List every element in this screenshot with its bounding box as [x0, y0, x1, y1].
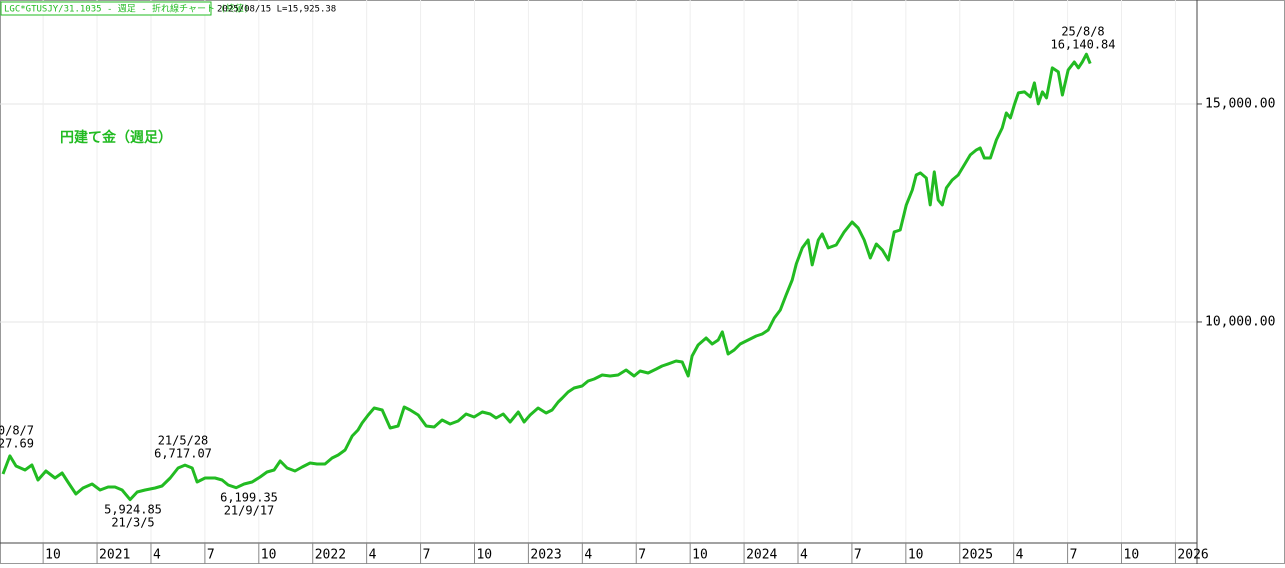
- status: 2025/08/15 L=15,925.38: [217, 5, 336, 15]
- x-tick-label: 7: [854, 548, 862, 563]
- x-tick-label: 10: [476, 548, 492, 563]
- annotation: 5,924.85: [104, 503, 162, 517]
- x-tick-label: 4: [1016, 548, 1024, 563]
- x-tick-label: 2025: [962, 548, 993, 563]
- x-tick-label: 4: [369, 548, 377, 563]
- x-tick-label: 7: [1070, 548, 1078, 563]
- x-tick-label: 4: [584, 548, 592, 563]
- y-tick-label: 10,000.00: [1205, 314, 1275, 329]
- annotation: 6,927.69: [0, 437, 34, 451]
- x-tick-label: 10: [1124, 548, 1140, 563]
- x-tick-label: 10: [908, 548, 924, 563]
- annotation: 25/8/8: [1061, 25, 1104, 39]
- grid: [0, 0, 1197, 543]
- line: [1, 52, 1092, 502]
- annotation: 21/3/5: [111, 516, 154, 530]
- x-tick-label: 7: [638, 548, 646, 563]
- x-tick-label: 10: [692, 548, 708, 563]
- annotation: 16,140.84: [1050, 38, 1115, 52]
- x-tick-label: 7: [207, 548, 215, 563]
- annotation: 21/5/28: [158, 434, 209, 448]
- x-tick-label: 2024: [746, 548, 777, 563]
- x-tick-label: 2021: [99, 548, 130, 563]
- legend-entry: 円建て金（週足）: [60, 129, 172, 146]
- annotation: 20/8/7: [0, 424, 34, 438]
- annotation: 21/9/17: [224, 504, 275, 518]
- x-tick-label: 2026: [1177, 548, 1208, 563]
- x-tick-label: 2023: [530, 548, 561, 563]
- x-tick-label: 10: [45, 548, 61, 563]
- header-box: [0, 1, 212, 16]
- annotation: 6,199.35: [220, 491, 278, 505]
- x-tick-label: 10: [261, 548, 277, 563]
- x-tick-label: 7: [423, 548, 431, 563]
- x-tick-label: 4: [153, 548, 161, 563]
- header: LGC*GTUSJY/31.1035 - 週足 - 折れ線チャート (終値): [4, 3, 249, 15]
- x-tick-label: 4: [800, 548, 808, 563]
- annotation: 6,717.07: [154, 447, 212, 461]
- y-tick-label: 15,000.00: [1205, 96, 1275, 111]
- plot-area: [1, 52, 1092, 502]
- x-tick-label: 2022: [315, 548, 346, 563]
